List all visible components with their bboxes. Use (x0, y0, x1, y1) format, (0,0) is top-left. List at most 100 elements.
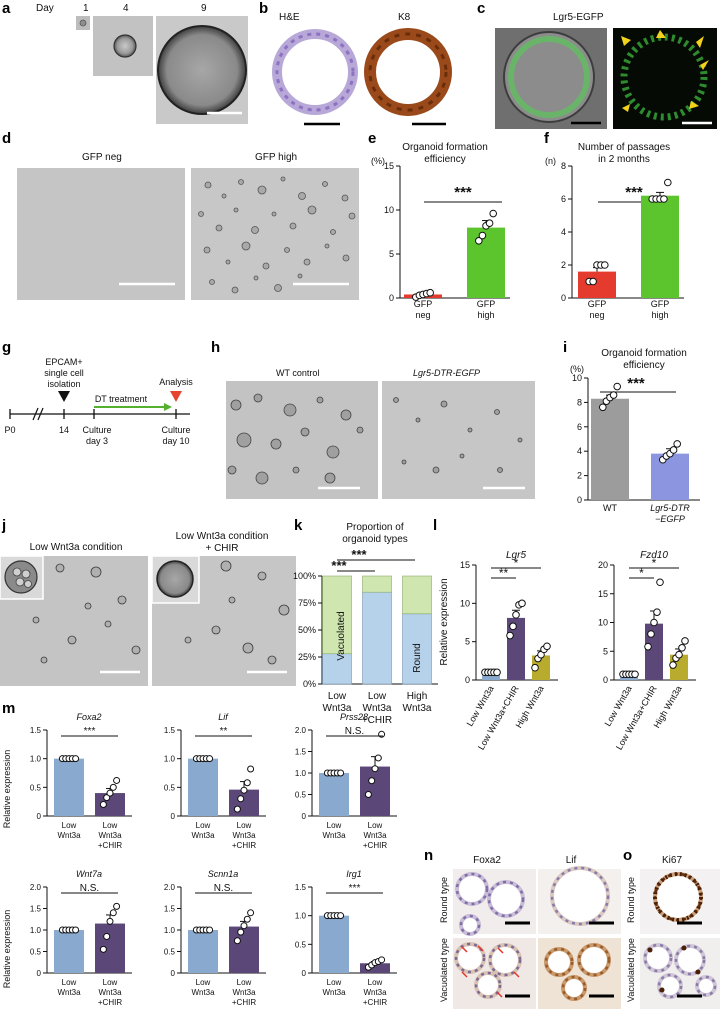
x-tick-low-line2: Wnt3a (322, 988, 346, 997)
panel-n-tissue (454, 866, 611, 1001)
vacuole (12, 567, 22, 577)
ki67-positive-nucleus (659, 987, 665, 993)
chart-k-title-line2: organoid types (342, 534, 408, 545)
organoid (257, 571, 267, 581)
panel-letter-o: o (623, 847, 632, 864)
bar (95, 793, 125, 816)
organoid (322, 181, 328, 187)
y-tick-label: 15 (598, 589, 608, 599)
culture-day10-line2: day 10 (162, 436, 189, 446)
x-tick-chir-line1: Low (368, 821, 383, 830)
y-tick-label: 75% (298, 598, 316, 608)
red-arrow (497, 947, 504, 954)
significance: N.S. (345, 726, 364, 737)
y-tick-label: 15 (384, 161, 394, 171)
p0-label: P0 (4, 425, 15, 435)
y-tick-label: 0.5 (30, 783, 42, 792)
x-tick-chir-line2: Wnt3a (98, 831, 122, 840)
panel-letter-b: b (259, 0, 268, 17)
data-point (589, 277, 597, 286)
organoid (90, 566, 102, 578)
panel-letter-m: m (2, 700, 15, 717)
organoid (40, 656, 48, 664)
arrowhead (696, 36, 704, 48)
bar (95, 923, 125, 973)
organoid (297, 273, 303, 279)
significance: *** (84, 726, 96, 737)
x-tick-chir-line3: +CHIR (98, 841, 122, 850)
data-point (103, 794, 111, 802)
data-point (650, 618, 658, 627)
vacuole (24, 580, 32, 588)
vacuolated-type-label: Vacuolated type (439, 938, 449, 1002)
x-tick-chir-line3: +CHIR (232, 841, 256, 850)
data-point (243, 915, 251, 923)
y-tick-label: 0 (171, 969, 176, 978)
significance: * (514, 556, 519, 570)
data-point (364, 791, 372, 798)
organoid (262, 262, 270, 270)
y-tick-label: 0 (389, 293, 394, 303)
organoid (221, 193, 227, 199)
gfp-neg-label: GFP neg (82, 152, 122, 163)
data-point (237, 795, 245, 803)
y-tick-label: 1.5 (30, 726, 42, 735)
chart-f: 0 2 4 6 8 (561, 161, 684, 303)
y-tick-label: 0 (171, 812, 176, 821)
day-4-label: 4 (123, 3, 129, 14)
panel-letter-f: f (544, 130, 550, 147)
y-tick-label: 1.0 (295, 912, 307, 921)
chart-f-significance: *** (625, 184, 643, 201)
organoid (415, 417, 421, 423)
timeline-break (32, 407, 39, 421)
organoid (198, 211, 204, 217)
organoid (236, 432, 252, 448)
data-point (631, 670, 639, 679)
chart-k-significance-inner: *** (331, 558, 347, 573)
chart-title: Lgr5 (506, 550, 526, 561)
organoid (267, 655, 277, 665)
data-point (206, 926, 214, 934)
chart-k-significance-top: *** (351, 547, 367, 562)
data-point (485, 219, 494, 227)
y-tick-label: 1.5 (295, 883, 307, 892)
panel-e: Organoid formation efficiency (%) *** 0 5… (371, 142, 510, 320)
chart-i-unit: (%) (570, 364, 584, 374)
organoid (494, 409, 500, 415)
vacuolated-organoid-nuclei (674, 944, 706, 976)
chart-e-significance: *** (454, 184, 472, 201)
panel-c: Lgr5-EGFP (495, 12, 717, 129)
vacuolated-organoid-nuclei (577, 943, 611, 977)
vacuolated-type-label: Vacuolated type (626, 938, 636, 1002)
data-point (669, 661, 677, 669)
organoid (467, 427, 473, 433)
data-point (512, 611, 520, 619)
round-type-label: Round type (439, 877, 449, 923)
y-tick-label: 0 (302, 812, 307, 821)
data-point (247, 909, 255, 917)
data-point (113, 902, 121, 910)
organoid (131, 645, 141, 655)
data-point (247, 765, 255, 773)
foxa2-label: Foxa2 (473, 855, 501, 866)
significance: N.S. (80, 883, 99, 894)
chir-label-line1: Low Wnt3a condition (176, 531, 269, 542)
organoid (303, 258, 311, 266)
red-arrow (461, 971, 468, 978)
organoid (497, 467, 503, 473)
he-organoid-nuclei (275, 32, 355, 112)
data-point (243, 779, 251, 787)
data-point (644, 642, 652, 651)
arrowhead (700, 60, 709, 70)
panel-f: Number of passages in 2 months (n) *** 0… (545, 142, 684, 320)
data-point (378, 956, 386, 964)
y-tick-label: 1.5 (164, 726, 176, 735)
timeline-break (37, 407, 44, 421)
red-arrow (513, 971, 520, 978)
organoid (356, 426, 364, 434)
organoid (459, 453, 465, 459)
vacuolated-label: Vacuolated (336, 611, 347, 660)
epcam-label: EPCAM+ (45, 357, 82, 367)
panel-o: Ki67 Round type Vacuolated type (626, 855, 720, 1009)
